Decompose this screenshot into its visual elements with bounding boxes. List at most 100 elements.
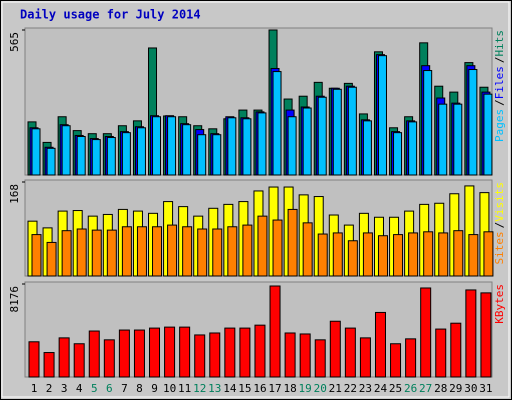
bar bbox=[121, 132, 131, 176]
bar bbox=[344, 327, 356, 378]
x-tick-label: 30 bbox=[464, 382, 477, 395]
bar bbox=[136, 127, 146, 176]
bar bbox=[118, 329, 130, 378]
bar bbox=[468, 69, 478, 176]
x-tick-label: 26 bbox=[404, 382, 417, 395]
bar bbox=[332, 88, 342, 176]
bar bbox=[465, 289, 477, 378]
x-tick-label: 17 bbox=[268, 382, 281, 395]
x-tick-label: 25 bbox=[389, 382, 402, 395]
bar bbox=[209, 332, 221, 378]
bar bbox=[483, 231, 494, 277]
bar bbox=[420, 287, 432, 378]
bar bbox=[314, 339, 326, 378]
bar bbox=[405, 338, 417, 378]
bar bbox=[31, 234, 42, 277]
bar bbox=[197, 134, 207, 176]
bar bbox=[329, 320, 341, 378]
x-tick-label: 10 bbox=[163, 382, 176, 395]
x-tick-label: 19 bbox=[299, 382, 312, 395]
legend-separator: / bbox=[493, 99, 506, 106]
x-tick-label: 14 bbox=[223, 382, 237, 395]
bar bbox=[61, 125, 71, 176]
bar bbox=[182, 124, 192, 176]
bar bbox=[167, 116, 177, 176]
bar bbox=[269, 285, 281, 378]
x-tick-label: 31 bbox=[479, 382, 492, 395]
bar bbox=[257, 112, 267, 176]
x-tick-label: 1 bbox=[31, 382, 38, 395]
bar bbox=[76, 136, 86, 176]
bar bbox=[212, 134, 222, 176]
bar bbox=[374, 311, 386, 378]
x-tick-label: 20 bbox=[314, 382, 327, 395]
bar bbox=[179, 326, 191, 378]
bar bbox=[164, 326, 176, 378]
x-tick-label: 22 bbox=[344, 382, 357, 395]
bar bbox=[480, 292, 492, 378]
bar bbox=[362, 120, 372, 176]
x-tick-label: 18 bbox=[283, 382, 296, 395]
bar bbox=[450, 322, 462, 378]
bar bbox=[227, 117, 237, 176]
x-tick-label: 7 bbox=[121, 382, 128, 395]
bar bbox=[468, 234, 479, 277]
x-tick-label: 12 bbox=[193, 382, 206, 395]
legend-entry: Files bbox=[493, 66, 506, 99]
x-tick-label: 29 bbox=[449, 382, 462, 395]
bar bbox=[408, 232, 419, 277]
x-tick-label: 2 bbox=[46, 382, 53, 395]
bar bbox=[242, 118, 252, 176]
bar bbox=[61, 230, 72, 277]
bar bbox=[76, 228, 87, 277]
bar bbox=[242, 224, 253, 277]
bar bbox=[272, 219, 283, 277]
bar bbox=[284, 332, 296, 378]
y-tick-label: 8176 bbox=[8, 286, 21, 313]
bar bbox=[212, 228, 223, 277]
legend-entry: Sites bbox=[493, 231, 506, 264]
bar bbox=[58, 337, 70, 378]
bar bbox=[287, 116, 297, 176]
bar bbox=[103, 339, 115, 378]
bar bbox=[359, 337, 371, 378]
legend: Sites /Visits bbox=[493, 182, 506, 265]
legend-entry: Pages bbox=[493, 109, 506, 142]
bar bbox=[435, 328, 447, 378]
legend-entry: Visits bbox=[493, 182, 506, 222]
legend-entry: KBytes bbox=[493, 284, 506, 324]
x-tick-label: 11 bbox=[178, 382, 191, 395]
bar bbox=[453, 103, 463, 176]
bar bbox=[91, 139, 101, 176]
x-tick-label: 9 bbox=[151, 382, 158, 395]
chart-title: Daily usage for July 2014 bbox=[20, 8, 201, 22]
bar bbox=[106, 137, 116, 176]
bar bbox=[224, 327, 236, 378]
x-tick-label: 5 bbox=[91, 382, 98, 395]
bar bbox=[423, 70, 433, 176]
bar bbox=[167, 224, 178, 277]
bar bbox=[438, 232, 449, 277]
bar bbox=[438, 103, 448, 176]
bar bbox=[152, 226, 163, 277]
bar bbox=[43, 352, 55, 378]
bar bbox=[91, 229, 102, 277]
bar bbox=[152, 116, 162, 176]
bar bbox=[31, 128, 41, 176]
bar bbox=[393, 132, 403, 176]
bar bbox=[46, 147, 56, 176]
x-tick-label: 27 bbox=[419, 382, 432, 395]
bar bbox=[483, 93, 493, 176]
x-tick-label: 24 bbox=[374, 382, 388, 395]
y-tick-label: 168 bbox=[8, 184, 21, 204]
x-tick-label: 28 bbox=[434, 382, 447, 395]
x-tick-label: 16 bbox=[253, 382, 266, 395]
bar bbox=[194, 334, 206, 378]
bar bbox=[347, 86, 357, 176]
bar bbox=[332, 232, 343, 277]
bar bbox=[254, 324, 266, 378]
bar bbox=[121, 226, 132, 277]
bar bbox=[302, 222, 313, 277]
bar bbox=[133, 329, 145, 378]
